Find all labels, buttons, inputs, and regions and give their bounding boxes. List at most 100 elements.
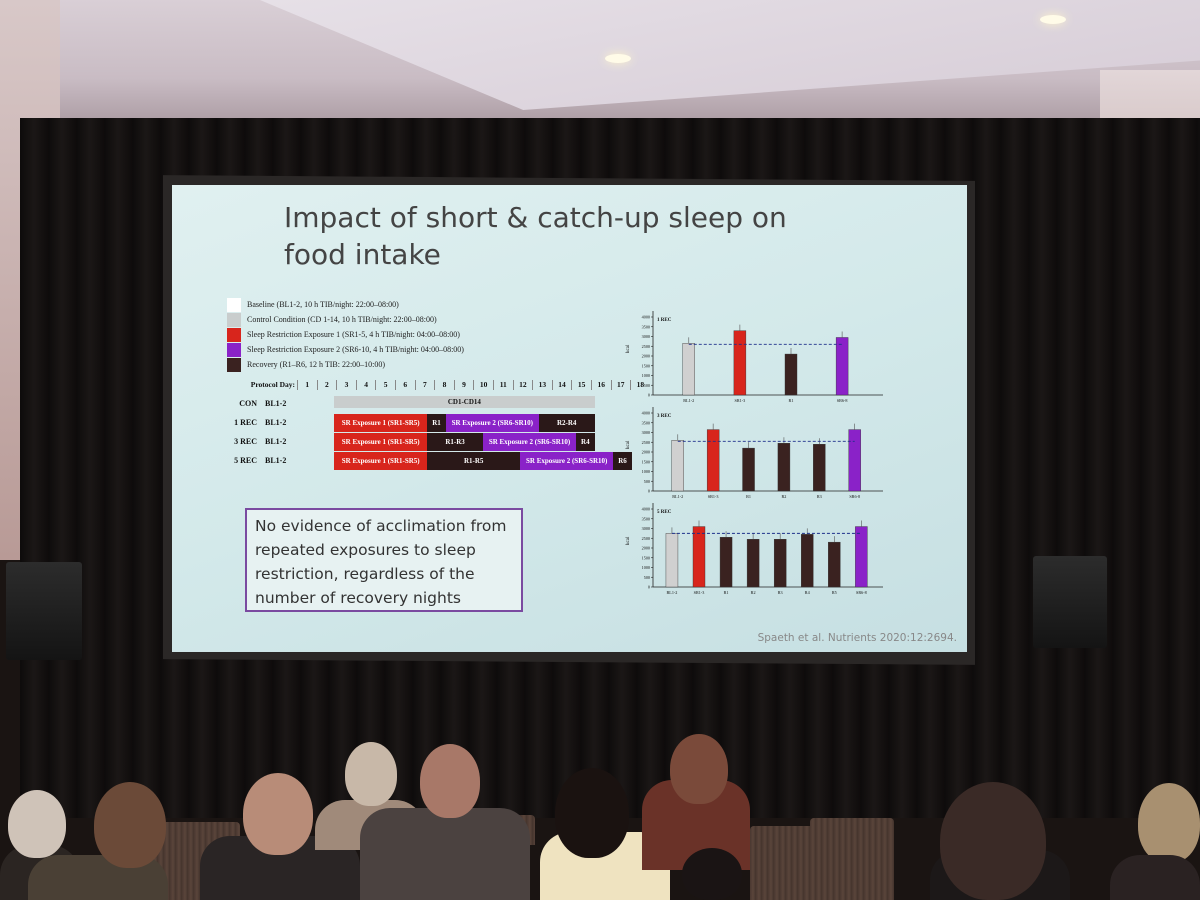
audience-head <box>940 782 1046 900</box>
bar <box>682 343 695 396</box>
protocol-day: 4 <box>355 380 376 390</box>
bar <box>733 330 747 396</box>
left-speaker <box>6 562 82 660</box>
y-axis-label: kcal <box>626 536 631 545</box>
key-message-box: No evidence of acclimation from repeated… <box>245 508 523 612</box>
bar <box>777 443 791 492</box>
audience-head <box>1138 783 1200 863</box>
protocol-block: SR Exposure 2 (SR6-SR10) <box>483 433 576 451</box>
kcal-bar-charts: 1 REC kcal 0 500 1000 1500 2000 2500 3000 3500 400… <box>626 311 883 595</box>
protocol-block: R1-R5 <box>427 452 521 470</box>
chart-title: 1 REC <box>657 318 672 323</box>
x-tick-label: R5 <box>832 590 837 595</box>
protocol-legend: Baseline (BL1-2, 10 h TIB/night: 22:00–0… <box>227 297 547 372</box>
legend-swatch <box>227 327 241 342</box>
y-tick-label: 500 <box>644 383 650 388</box>
protocol-block: SR Exposure 1 (SR1-SR5) <box>334 433 428 451</box>
protocol-block: R1 <box>427 414 446 432</box>
protocol-diagram: Protocol Day: 1 2 3 4 5 6 7 8 9 10 11 12 13 14 15 16 17 18… <box>217 380 647 475</box>
audience-head <box>670 734 728 804</box>
protocol-day: 2 <box>316 380 337 390</box>
legend-item: Sleep Restriction Exposure 1 (SR1-5, 4 h… <box>227 327 547 342</box>
bar <box>742 447 755 492</box>
x-tick-label: BL1-2 <box>683 398 694 403</box>
projection-screen: Impact of short & catch-up sleep on food… <box>172 185 967 652</box>
bar <box>671 440 684 492</box>
protocol-day: 1 <box>297 380 317 390</box>
x-tick-label: R2 <box>781 494 786 499</box>
y-tick-label: 2500 <box>642 344 650 349</box>
bar <box>784 353 798 396</box>
bar <box>855 526 868 588</box>
legend-swatch <box>227 357 241 372</box>
y-tick-label: 2000 <box>642 450 650 455</box>
protocol-day: 10 <box>473 380 493 390</box>
y-tick-label: 0 <box>648 393 650 398</box>
legend-item: Sleep Restriction Exposure 2 (SR6-10, 4 … <box>227 342 547 357</box>
y-tick-label: 500 <box>644 575 650 580</box>
protocol-block: R6 <box>613 452 632 470</box>
bar <box>835 337 849 396</box>
y-tick-label: 1500 <box>642 459 650 464</box>
x-tick-label: R1 <box>724 590 729 595</box>
x-tick-label: R1 <box>746 494 751 499</box>
protocol-day-header: Protocol Day: 1 2 3 4 5 6 7 8 9 10 11 12 13 14 15 16 17 18 <box>217 380 650 390</box>
audience-head <box>8 790 66 858</box>
protocol-day: 11 <box>492 380 513 390</box>
y-tick-label: 4000 <box>642 411 650 416</box>
bar <box>719 537 733 588</box>
x-tick-label: R3 <box>817 494 822 499</box>
audience-head <box>94 782 166 868</box>
chart-title: 5 REC <box>657 510 672 515</box>
protocol-day: 6 <box>394 380 415 390</box>
x-tick-label: R1 <box>789 398 794 403</box>
audience-member <box>1110 855 1200 900</box>
protocol-day: 7 <box>414 380 435 390</box>
y-tick-label: 1000 <box>642 373 650 378</box>
y-tick-label: 2000 <box>642 354 650 359</box>
y-tick-label: 3500 <box>642 420 650 425</box>
y-tick-label: 4000 <box>642 315 650 320</box>
protocol-row-label: 1 REC <box>234 418 257 427</box>
x-tick-label: SR6-8 <box>837 398 848 403</box>
protocol-block: CD1-CD14 <box>334 396 595 408</box>
audience-head <box>345 742 397 806</box>
slide-title: Impact of short & catch-up sleep on food… <box>284 201 787 271</box>
protocol-day: 5 <box>375 380 395 390</box>
y-tick-label: 2500 <box>642 440 650 445</box>
y-tick-label: 3000 <box>642 526 650 531</box>
ceiling-light <box>605 54 631 63</box>
ceiling-light <box>1040 15 1066 24</box>
protocol-block: R1-R3 <box>427 433 483 451</box>
protocol-day-label: Protocol Day: <box>250 380 295 389</box>
bar <box>665 533 679 588</box>
chart-title: 3 REC <box>657 414 672 419</box>
x-tick-label: BL1-2 <box>672 494 683 499</box>
protocol-block: SR Exposure 2 (SR6-SR10) <box>445 414 539 432</box>
x-tick-label: R4 <box>805 590 811 595</box>
citation: Spaeth et al. Nutrients 2020:12:2694. <box>757 632 957 644</box>
y-tick-label: 4000 <box>642 507 650 512</box>
protocol-day: 13 <box>532 380 552 390</box>
y-tick-label: 2500 <box>642 536 650 541</box>
bar <box>773 539 787 588</box>
protocol-block: SR Exposure 1 (SR1-SR5) <box>334 452 428 470</box>
y-tick-label: 3500 <box>642 324 650 329</box>
protocol-day: 3 <box>336 380 356 390</box>
protocol-block: SR Exposure 1 (SR1-SR5) <box>334 414 428 432</box>
protocol-block: R2-R4 <box>538 414 595 432</box>
y-tick-label: 1500 <box>642 555 650 560</box>
protocol-row-label: 3 REC <box>234 437 257 446</box>
legend-swatch <box>227 312 241 327</box>
protocol-day: 8 <box>434 380 454 390</box>
protocol-row-label: CON <box>239 399 257 408</box>
bar <box>706 429 720 492</box>
audience-head <box>555 768 629 858</box>
y-tick-label: 0 <box>648 489 650 494</box>
y-tick-label: 3000 <box>642 334 650 339</box>
x-tick-label: SR1-3 <box>735 398 746 403</box>
y-tick-label: 3500 <box>642 516 650 521</box>
legend-label: Sleep Restriction Exposure 1 (SR1-5, 4 h… <box>247 330 460 339</box>
audience-head <box>420 744 480 818</box>
x-tick-label: SR1-3 <box>708 494 719 499</box>
